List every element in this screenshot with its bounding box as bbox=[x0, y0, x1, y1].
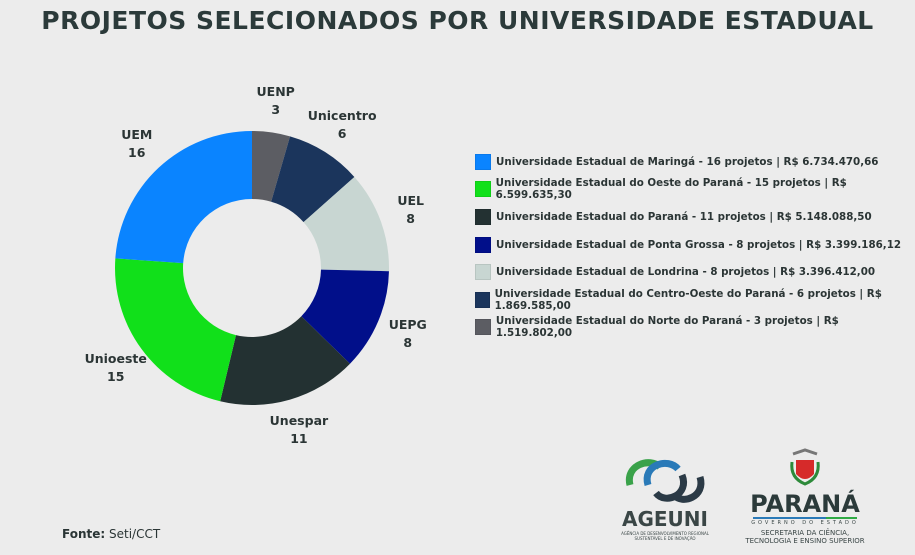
legend-swatch bbox=[475, 181, 491, 198]
slice-label-value: 3 bbox=[271, 101, 281, 117]
slice-label-value: 16 bbox=[128, 145, 146, 161]
legend-swatch bbox=[475, 264, 491, 281]
slice-label-value: 8 bbox=[403, 334, 413, 350]
slice-uenp bbox=[252, 131, 291, 202]
ageuni-swirl-icon bbox=[625, 459, 705, 503]
slice-unespar bbox=[220, 316, 351, 405]
legend-swatch bbox=[475, 153, 491, 170]
ageuni-subtitle: AGÊNCIA DE DESENVOLVIMENTO REGIONAL SUST… bbox=[621, 531, 709, 541]
legend-item-unespar: Universidade Estadual do Paraná - 11 pro… bbox=[475, 203, 915, 231]
legend-text: Universidade Estadual de Londrina - 8 pr… bbox=[496, 266, 876, 279]
slice-label-name: Unicentro bbox=[307, 108, 377, 124]
slice-label-value: 8 bbox=[406, 210, 415, 226]
source-value: Seti/CCT bbox=[109, 527, 161, 541]
slice-uel bbox=[303, 176, 389, 272]
chart-title: PROJETOS SELECIONADOS POR UNIVERSIDADE E… bbox=[41, 6, 874, 35]
parana-name: PARANÁ bbox=[750, 490, 860, 518]
source-label: Fonte: bbox=[62, 527, 106, 541]
slice-label-uel: UEL 8 bbox=[397, 192, 424, 228]
legend-item-unicentro: Universidade Estadual do Centro-Oeste do… bbox=[475, 286, 915, 314]
slice-label-name: UEM bbox=[121, 127, 153, 143]
ageuni-name: AGEUNI bbox=[622, 507, 708, 531]
slice-label-uepg: UEPG 8 bbox=[389, 316, 427, 352]
slice-unicentro bbox=[271, 136, 355, 223]
donut-chart bbox=[115, 131, 389, 405]
parana-logo: PARANÁ GOVERNO DO ESTADO SECRETARIA DA C… bbox=[745, 448, 865, 545]
legend: Universidade Estadual de Maringá - 16 pr… bbox=[475, 148, 915, 341]
legend-item-uepg: Universidade Estadual de Ponta Grossa - … bbox=[475, 231, 915, 259]
legend-text: Universidade Estadual do Norte do Paraná… bbox=[495, 315, 839, 340]
slice-label-unioeste: Unioeste 15 bbox=[85, 350, 147, 386]
legend-text: Universidade Estadual do Paraná - 11 pro… bbox=[496, 210, 872, 223]
slice-label-value: 11 bbox=[290, 431, 308, 447]
slice-label-name: UEPG bbox=[388, 316, 427, 332]
slice-label-name: Unespar bbox=[269, 413, 329, 429]
slice-unioeste bbox=[115, 258, 236, 402]
parana-tagline: GOVERNO DO ESTADO bbox=[751, 520, 859, 526]
legend-item-uem: Universidade Estadual de Maringá - 16 pr… bbox=[475, 148, 915, 176]
legend-item-uenp: Universidade Estadual do Norte do Paraná… bbox=[475, 314, 915, 342]
legend-swatch bbox=[475, 291, 490, 308]
legend-text: Universidade Estadual do Centro-Oeste do… bbox=[494, 287, 882, 312]
slice-uepg bbox=[301, 269, 389, 364]
source-note: Fonte: Seti/CCT bbox=[62, 527, 160, 541]
legend-text: Universidade Estadual de Maringá - 16 pr… bbox=[496, 155, 879, 168]
ageuni-logo: AGEUNI AGÊNCIA DE DESENVOLVIMENTO REGION… bbox=[615, 455, 715, 541]
slice-label-name: UEL bbox=[397, 192, 424, 208]
legend-text: Universidade Estadual de Ponta Grossa - … bbox=[496, 238, 902, 251]
slice-label-name: Unioeste bbox=[84, 350, 147, 366]
slice-label-value: 15 bbox=[107, 368, 125, 384]
legend-item-uel: Universidade Estadual de Londrina - 8 pr… bbox=[475, 258, 915, 286]
legend-item-unioeste: Universidade Estadual do Oeste do Paraná… bbox=[475, 176, 915, 204]
slice-label-uem: UEM 16 bbox=[121, 126, 152, 162]
slice-label-unicentro: Unicentro 6 bbox=[308, 107, 377, 143]
slice-label-unespar: Unespar 11 bbox=[270, 412, 329, 448]
parana-secretaria-line1: SECRETARIA DA CIÊNCIA, bbox=[760, 529, 850, 537]
legend-swatch bbox=[475, 319, 491, 336]
parana-coat-of-arms-icon bbox=[790, 448, 820, 486]
parana-secretaria-line2: TECNOLOGIA E ENSINO SUPERIOR bbox=[745, 537, 865, 545]
slice-label-name: UENP bbox=[256, 83, 295, 99]
legend-swatch bbox=[475, 236, 491, 253]
slice-label-uenp: UENP 3 bbox=[257, 83, 295, 119]
slice-label-value: 6 bbox=[337, 126, 347, 142]
legend-text: Universidade Estadual do Oeste do Paraná… bbox=[495, 177, 847, 202]
slice-uem bbox=[115, 131, 253, 264]
legend-swatch bbox=[475, 208, 491, 225]
